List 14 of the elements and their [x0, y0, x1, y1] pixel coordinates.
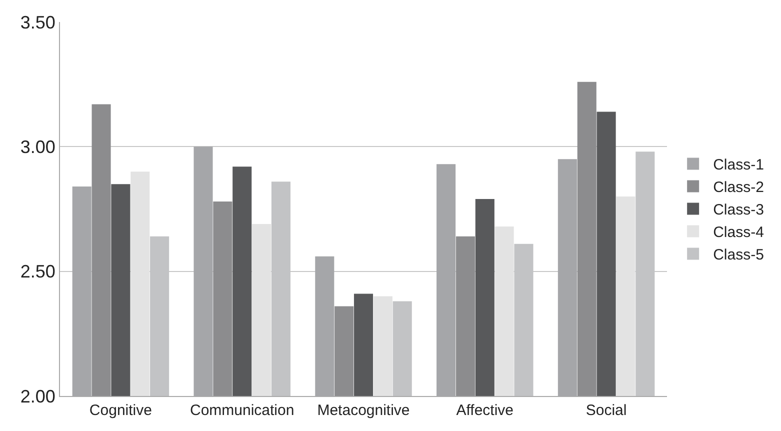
x-tick-label: Metacognitive: [317, 402, 410, 419]
legend-label: Class-4: [713, 224, 764, 242]
y-tick-label: 3.50: [20, 12, 56, 32]
x-tick-label: Social: [586, 402, 627, 419]
legend-label: Class-2: [713, 179, 764, 196]
legend-label: Class-5: [713, 246, 764, 264]
x-tick-label: Affective: [456, 402, 514, 419]
x-tick-label: Cognitive: [89, 402, 152, 419]
y-tick-label: 2.50: [20, 262, 56, 282]
x-tick-label: Communication: [190, 402, 294, 419]
legend-label: Class-3: [713, 202, 764, 219]
y-tick-label: 3.00: [20, 136, 56, 157]
legend-label: Class-1: [713, 156, 764, 174]
y-tick-label: 2.00: [20, 386, 56, 406]
